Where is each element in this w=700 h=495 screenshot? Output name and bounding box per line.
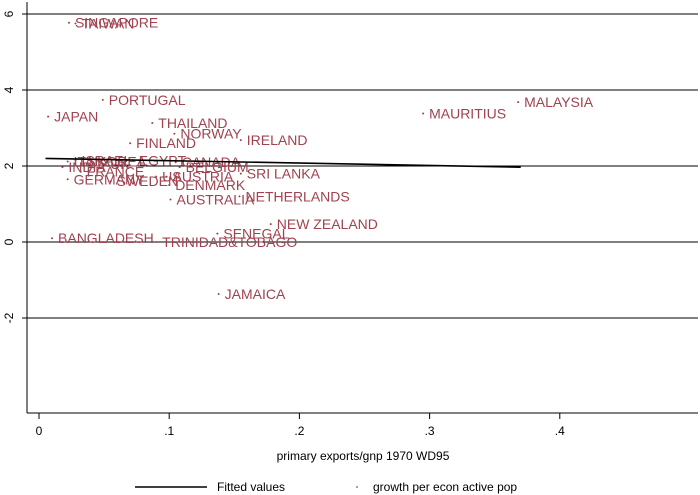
- point-label: AUSTRIA: [173, 169, 234, 185]
- data-point: [90, 160, 93, 163]
- data-point: [101, 98, 104, 101]
- data-point: [74, 159, 77, 162]
- y-ticks: -2 0 2 4 6: [2, 10, 27, 323]
- x-tick-label: .4: [555, 424, 565, 438]
- grid-layer: [27, 13, 698, 319]
- data-point: [238, 195, 241, 198]
- y-tick-label: 2: [2, 162, 16, 169]
- point-label: FINLAND: [136, 135, 196, 151]
- point-label: SINGAPORE: [75, 15, 158, 31]
- data-point: [155, 175, 158, 178]
- point-label: BELGIUM: [186, 159, 249, 175]
- data-point: [178, 166, 181, 169]
- data-point: [269, 223, 272, 226]
- legend-point-label: growth per econ active pop: [373, 480, 517, 494]
- x-tick-label: .2: [294, 424, 304, 438]
- data-point: [217, 293, 220, 296]
- point-label: JAPAN: [54, 109, 98, 125]
- data-point: [422, 112, 425, 115]
- data-point: [109, 180, 112, 183]
- fit-layer: [45, 157, 521, 168]
- point-label: FRANCE: [87, 164, 145, 180]
- data-point: [517, 101, 520, 104]
- data-point: [173, 132, 176, 135]
- data-point: [66, 160, 69, 163]
- x-tick-label: .3: [425, 424, 435, 438]
- data-point: [103, 163, 106, 166]
- data-point: [67, 21, 70, 24]
- point-label: KOREA: [97, 153, 147, 169]
- data-point: [216, 232, 219, 235]
- point-label: US: [162, 169, 181, 185]
- point-label: MAURITIUS: [429, 106, 506, 122]
- data-point: [169, 198, 172, 201]
- point-label: BANGLADESH: [58, 230, 154, 246]
- data-point: [129, 142, 132, 145]
- point-label: NETHERLANDS: [246, 188, 350, 204]
- data-point: [74, 22, 77, 25]
- y-tick-label: -2: [2, 312, 16, 323]
- point-label: SRI LANKA: [247, 166, 321, 182]
- data-point: [51, 237, 54, 240]
- point-label: THAILAND: [158, 115, 227, 131]
- legend-fit-label: Fitted values: [217, 480, 285, 494]
- point-label: SENEGAL: [223, 226, 289, 242]
- data-point: [239, 139, 242, 142]
- point-label: GERMANY: [74, 171, 145, 187]
- point-label: JAMAICA: [225, 286, 286, 302]
- y-tick-label: 4: [2, 86, 16, 93]
- legend-point-swatch: [356, 486, 358, 488]
- point-label: PORTUGAL: [109, 92, 186, 108]
- point-label: DENMARK: [175, 177, 246, 193]
- fitted-line: [45, 157, 521, 168]
- data-point: [61, 166, 64, 169]
- point-label: ITALY: [74, 153, 111, 169]
- x-axis-title: primary exports/gnp 1970 WD95: [277, 449, 450, 463]
- point-label: TAIWAN: [81, 16, 134, 32]
- y-tick-label: 6: [2, 10, 16, 17]
- data-point: [66, 178, 69, 181]
- x-tick-label: 0: [36, 424, 43, 438]
- data-point: [47, 115, 50, 118]
- data-point: [79, 170, 82, 173]
- point-label: TRINIDAD&TOBAGO: [162, 234, 297, 250]
- data-point: [168, 184, 171, 186]
- x-ticks: 0 .1 .2 .3 .4: [36, 413, 565, 438]
- legend: Fitted values growth per econ active pop: [135, 480, 517, 494]
- data-point: [151, 122, 154, 125]
- point-label: AUSTRALIA: [177, 191, 255, 207]
- data-point: [155, 241, 158, 243]
- point-label: MALAYSIA: [524, 94, 594, 110]
- point-label: NORWAY: [180, 126, 242, 142]
- point-label: IRELAND: [247, 132, 308, 148]
- y-tick-label: 0: [2, 238, 16, 245]
- point-label: SWEDEN: [117, 173, 178, 189]
- data-point: [165, 175, 168, 178]
- x-tick-label: .1: [164, 424, 174, 438]
- point-label: NEW ZEALAND: [277, 216, 378, 232]
- point-label: INDIA: [68, 159, 106, 175]
- data-point: [174, 161, 177, 164]
- data-point: [239, 172, 242, 175]
